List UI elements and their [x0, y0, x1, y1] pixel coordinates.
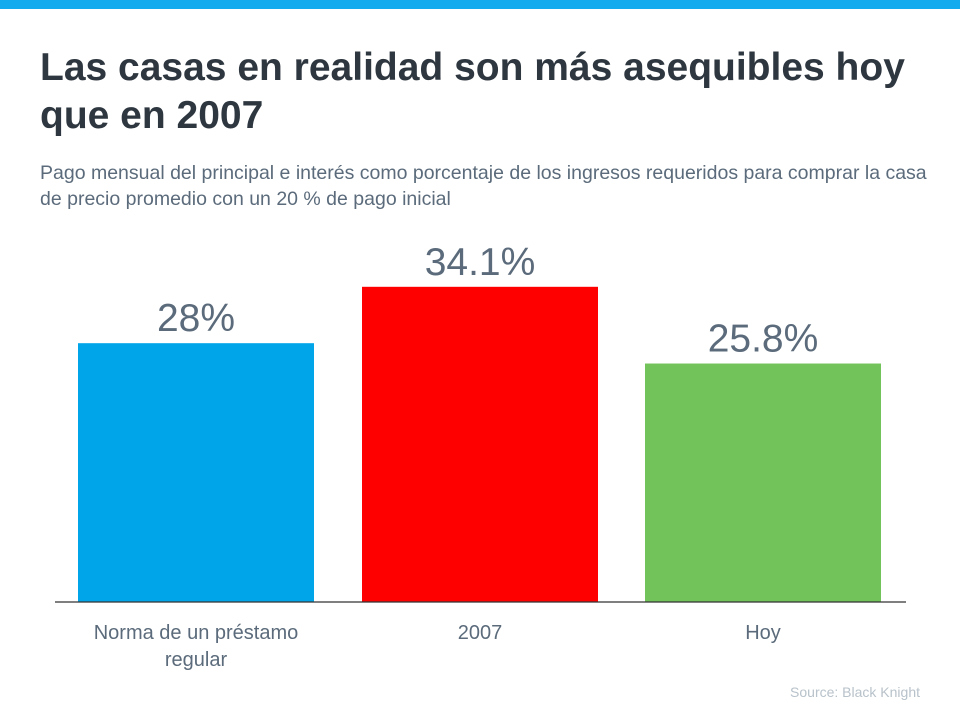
category-label-2: 2007 — [458, 622, 503, 644]
bar-1 — [78, 343, 314, 602]
source-note: Source: Black Knight — [790, 684, 920, 700]
top-accent-bar — [0, 0, 960, 9]
data-label-1: 28% — [157, 297, 235, 340]
page-title: Las casas en realidad son más asequibles… — [40, 46, 905, 137]
data-label-2: 34.1% — [425, 241, 536, 284]
category-label-1: Norma de un préstamo regular — [94, 622, 299, 671]
bar-3 — [645, 363, 881, 602]
data-label-3: 25.8% — [708, 318, 819, 361]
chart-subtitle: Pago mensual del principal e interés com… — [40, 162, 927, 210]
category-label-3: Hoy — [745, 622, 781, 644]
bar-2 — [362, 286, 598, 602]
